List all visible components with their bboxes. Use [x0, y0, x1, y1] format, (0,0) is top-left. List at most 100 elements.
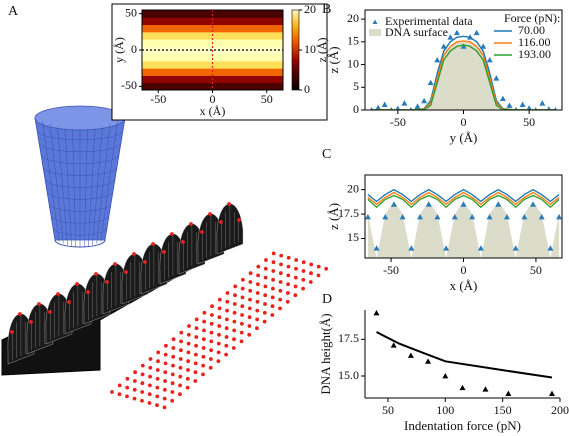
- dot: [148, 383, 152, 388]
- cylinder-grid: [40, 154, 120, 164]
- dot: [316, 273, 321, 278]
- dot: [278, 288, 283, 293]
- dot: [262, 319, 267, 324]
- scatter-point: [395, 105, 401, 110]
- dot: [309, 271, 313, 276]
- x-axis-label: y (Å): [450, 130, 478, 145]
- dot: [171, 363, 175, 368]
- dot: [178, 365, 183, 370]
- dot: [171, 337, 176, 342]
- scatter-point: [553, 107, 558, 110]
- line: [367, 194, 560, 209]
- dot: [148, 357, 153, 361]
- scatter-point: [425, 201, 432, 207]
- dot: [217, 297, 222, 302]
- dot: [216, 350, 221, 355]
- x-axis-label: Indentation force (pN): [404, 418, 521, 433]
- dot: [94, 272, 98, 276]
- scatter-point: [401, 100, 408, 106]
- dot: [133, 370, 138, 375]
- legend-label: 116.00: [518, 35, 551, 49]
- dot: [156, 359, 160, 364]
- dot: [140, 390, 145, 394]
- dot: [248, 271, 253, 276]
- dot: [233, 284, 238, 289]
- heatmap-cell: [142, 10, 283, 18]
- dot: [217, 332, 221, 337]
- colorbar-tick-label: 20: [304, 2, 316, 16]
- legend-label: DNA surface: [385, 25, 448, 39]
- dot: [186, 341, 191, 346]
- dot: [286, 255, 291, 260]
- dot: [263, 302, 267, 306]
- dot: [324, 266, 329, 271]
- colorbar: [291, 9, 300, 91]
- scatter-point: [421, 97, 428, 104]
- scatter-point: [548, 390, 555, 396]
- cylinder-grid: [38, 142, 122, 153]
- y-axis-label: z (Å): [326, 46, 341, 73]
- cylinder-grid: [83, 129, 88, 247]
- dot: [163, 370, 168, 375]
- panel: A 0 10 20 z (Å) -50 0 50 -50 0 50 x (Å) y (Å): [8, 2, 329, 121]
- dot: [140, 363, 145, 368]
- scatter-point: [447, 34, 454, 40]
- dot: [209, 321, 214, 326]
- dot: [255, 299, 260, 304]
- legend-label: 70.00: [518, 23, 545, 37]
- dot: [278, 306, 282, 311]
- x-tick-label: -50: [150, 92, 166, 106]
- dot: [178, 374, 183, 379]
- dot: [125, 385, 130, 390]
- dot: [163, 361, 168, 366]
- dot: [225, 291, 230, 295]
- x-tick-label: 150: [494, 403, 512, 417]
- panel: D 50 100 150 200 15.0 17.5 Indentation force (p…: [318, 292, 569, 433]
- x-axis-label: x (Å): [200, 104, 226, 118]
- legend-title: Force (pN):: [504, 11, 560, 25]
- dot: [271, 269, 276, 273]
- dot: [240, 321, 244, 326]
- dot: [117, 383, 122, 388]
- y-tick-label: 17.5: [338, 206, 359, 220]
- dot: [225, 317, 229, 322]
- dot: [117, 392, 122, 397]
- x-tick-label: 0: [210, 92, 216, 106]
- scatter-point: [512, 245, 519, 251]
- scatter-point: [526, 105, 532, 110]
- dot: [286, 273, 291, 278]
- scatter-point: [408, 245, 415, 251]
- dot: [201, 346, 206, 350]
- dot: [237, 218, 241, 222]
- dot: [264, 258, 268, 262]
- dot: [194, 352, 198, 357]
- scatter-point: [534, 107, 538, 110]
- dot: [240, 295, 245, 300]
- scatter-point: [414, 103, 421, 109]
- dot: [263, 284, 268, 289]
- dot: [208, 212, 212, 216]
- scatter-point: [365, 213, 371, 220]
- dot: [309, 262, 314, 267]
- dot: [247, 324, 252, 328]
- colorbar-label: z (Å): [315, 38, 329, 63]
- dot: [210, 304, 215, 309]
- dot: [202, 310, 207, 315]
- y-tick-label: 10: [347, 56, 359, 70]
- scatter-point: [460, 201, 467, 207]
- x-tick-label: 50: [261, 92, 273, 106]
- dot: [132, 387, 137, 392]
- dot: [224, 343, 229, 348]
- dot: [147, 392, 152, 397]
- dot: [48, 310, 52, 314]
- dot: [279, 262, 283, 267]
- dot: [194, 326, 199, 331]
- dot: [224, 352, 229, 357]
- dot: [179, 348, 183, 353]
- scatter-point: [499, 95, 506, 102]
- dot: [37, 302, 41, 306]
- scatter-point: [503, 213, 510, 220]
- dot: [219, 220, 223, 224]
- y-tick-label: -50: [121, 78, 137, 92]
- line: [376, 331, 553, 379]
